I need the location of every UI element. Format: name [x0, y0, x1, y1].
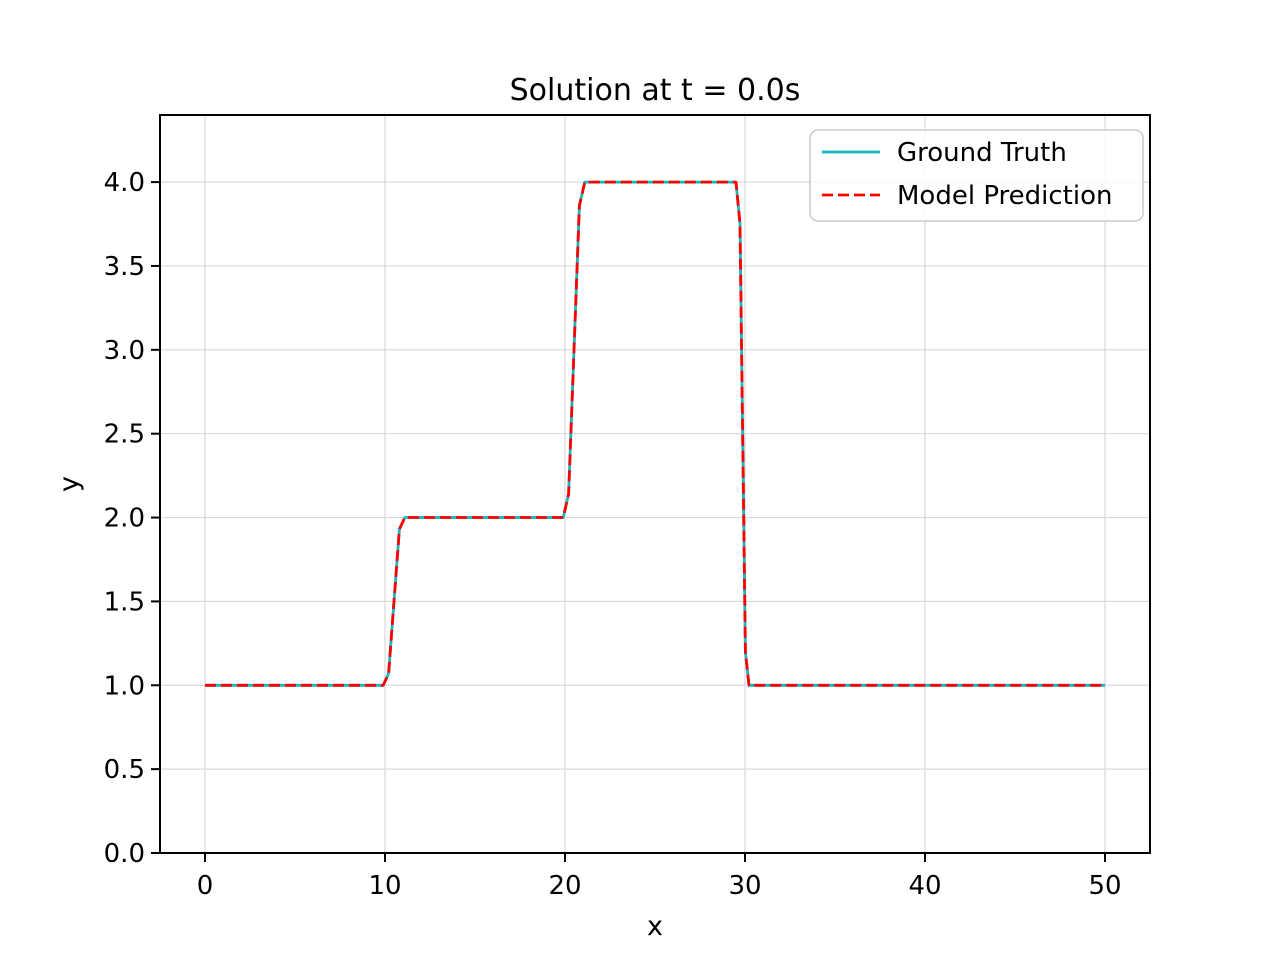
legend-label-ground-truth: Ground Truth	[897, 138, 1067, 168]
legend-box	[809, 129, 1144, 222]
y-tick-label: 3.5	[104, 252, 145, 282]
y-tick-label: 2.5	[104, 420, 145, 450]
y-tick-label: 1.5	[104, 587, 145, 617]
plot-frame	[159, 114, 1151, 854]
chart-title: Solution at t = 0.0s	[510, 73, 801, 108]
tick-labels: 0 10 20 30 40 50 0.0 0.5 1.0 1.5 2.0 2.5 3.0 3.5 4.0	[104, 168, 1122, 901]
axis-ticks	[151, 181, 1106, 862]
y-tick-label: 0.0	[104, 839, 145, 869]
x-tick-label: 40	[908, 871, 941, 901]
series-model-prediction	[205, 180, 1105, 687]
legend: Ground Truth Model Prediction	[809, 129, 1144, 222]
legend-label-model-prediction: Model Prediction	[897, 181, 1113, 211]
x-tick-label: 20	[548, 871, 581, 901]
x-tick-label: 30	[728, 871, 761, 901]
y-tick-label: 2.0	[104, 504, 145, 534]
x-tick-label: 0	[197, 871, 214, 901]
grid-lines	[160, 115, 1150, 854]
y-tick-label: 3.0	[104, 336, 145, 366]
y-axis-label: y	[54, 476, 85, 492]
y-tick-label: 1.0	[104, 671, 145, 701]
x-axis-label: x	[647, 911, 663, 942]
x-tick-label: 10	[368, 871, 401, 901]
y-tick-label: 0.5	[104, 755, 145, 785]
x-tick-label: 50	[1088, 871, 1121, 901]
y-tick-label: 4.0	[104, 168, 145, 198]
data-series	[205, 180, 1105, 687]
